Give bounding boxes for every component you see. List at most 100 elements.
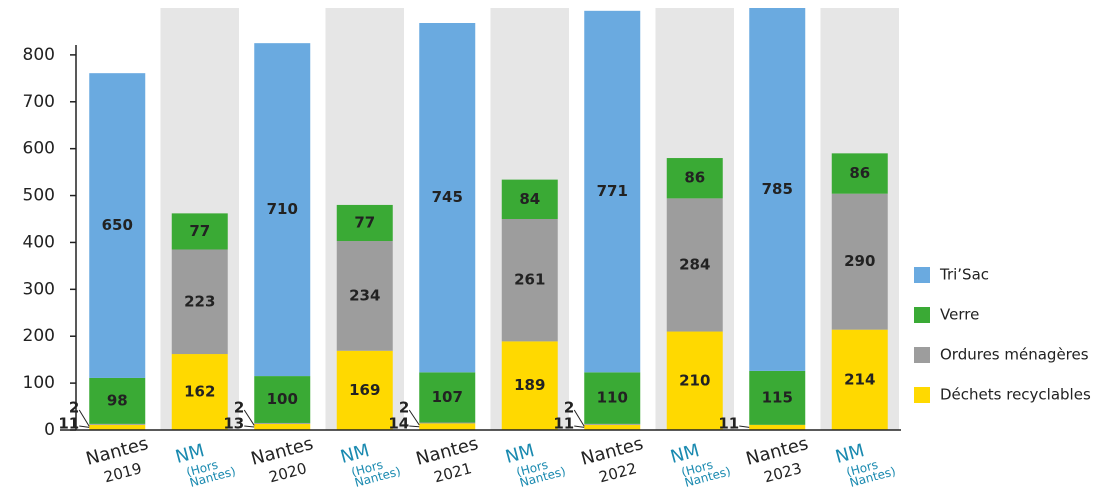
value-label: 84 (519, 190, 540, 208)
bar-segment (419, 372, 476, 423)
value-label: 11 (553, 415, 574, 433)
y-tick-label: 300 (23, 279, 55, 299)
value-label: 745 (432, 188, 463, 206)
bar-segment (501, 219, 558, 342)
value-label: 115 (762, 388, 793, 406)
legend-swatch (914, 307, 930, 323)
bar-segment (336, 350, 393, 430)
bar-segment (666, 198, 723, 332)
bar-segment (584, 372, 641, 424)
bar-segment (666, 331, 723, 430)
bar-segment (89, 377, 146, 424)
bar-segment (171, 249, 228, 355)
bar-segment (419, 423, 476, 430)
legend-swatch (914, 267, 930, 283)
bar-segment (749, 8, 806, 371)
leader-line (409, 425, 420, 428)
y-tick-label: 200 (23, 326, 55, 346)
leader-line (243, 409, 255, 426)
leader-line (408, 409, 420, 426)
bar-segment (666, 158, 723, 199)
value-label: 210 (679, 371, 710, 389)
value-label: 785 (762, 180, 793, 198)
y-tick-label: 600 (23, 139, 55, 159)
value-label: 650 (102, 216, 133, 234)
leader-line (79, 425, 90, 428)
y-tick-label: 0 (44, 420, 55, 440)
legend-label: Ordures ménagères (940, 346, 1089, 364)
value-label: 771 (597, 182, 628, 200)
legend-label: Verre (940, 306, 979, 324)
legend-label: Tri’Sac (939, 266, 989, 284)
bar-segment (171, 354, 228, 430)
value-label: 169 (349, 381, 380, 399)
bar-segment (501, 341, 558, 430)
value-label: 162 (184, 383, 215, 401)
value-label: 290 (844, 252, 875, 270)
bar-segment (749, 424, 806, 430)
bar-segment (336, 241, 393, 351)
bar-segment (831, 153, 888, 194)
value-label: 14 (388, 415, 409, 433)
bar-segment (584, 424, 641, 430)
y-tick-label: 400 (23, 232, 55, 252)
bar-segment (419, 422, 476, 424)
value-label: 107 (432, 388, 463, 406)
value-label: 2 (399, 399, 409, 417)
legend-swatch (914, 347, 930, 363)
bar-segment (254, 423, 311, 430)
bar-segment (749, 370, 806, 425)
value-label: 77 (354, 213, 375, 231)
leader-line (244, 425, 255, 428)
y-tick-label: 800 (23, 45, 55, 65)
leader-line (78, 409, 90, 427)
leader-line (574, 425, 585, 428)
bar-segment (584, 423, 641, 425)
bar-segment (171, 213, 228, 250)
value-label: 13 (223, 415, 244, 433)
bar-segment (254, 422, 311, 424)
bar-segment (336, 204, 393, 242)
value-label: 86 (849, 164, 870, 182)
y-tick-label: 100 (23, 373, 55, 393)
value-label: 2 (564, 399, 574, 417)
value-label: 86 (684, 169, 705, 187)
value-label: 261 (514, 271, 545, 289)
value-label: 110 (597, 389, 628, 407)
value-label: 2 (69, 399, 79, 417)
legend-label: Déchets recyclables (940, 386, 1091, 404)
leader-line (739, 425, 750, 428)
value-label: 710 (267, 200, 298, 218)
value-label: 223 (184, 292, 215, 310)
value-label: 11 (718, 415, 739, 433)
bar-segment (89, 73, 146, 378)
value-label: 234 (349, 286, 380, 304)
bar-segment (831, 329, 888, 430)
bar-segment (254, 376, 311, 423)
bar-segment (501, 179, 558, 219)
y-tick-label: 700 (23, 92, 55, 112)
value-label: 214 (844, 370, 875, 388)
bar-segment (254, 43, 311, 377)
value-label: 2 (234, 399, 244, 417)
value-label: 284 (679, 255, 710, 273)
plot-area (89, 8, 899, 430)
bar-segment (831, 193, 888, 330)
value-label: 100 (267, 390, 298, 408)
leader-line (573, 409, 585, 427)
legend-swatch (914, 387, 930, 403)
value-label: 11 (58, 415, 79, 433)
value-label: 77 (189, 222, 210, 240)
value-label: 189 (514, 376, 545, 394)
bar-segment (419, 23, 476, 373)
